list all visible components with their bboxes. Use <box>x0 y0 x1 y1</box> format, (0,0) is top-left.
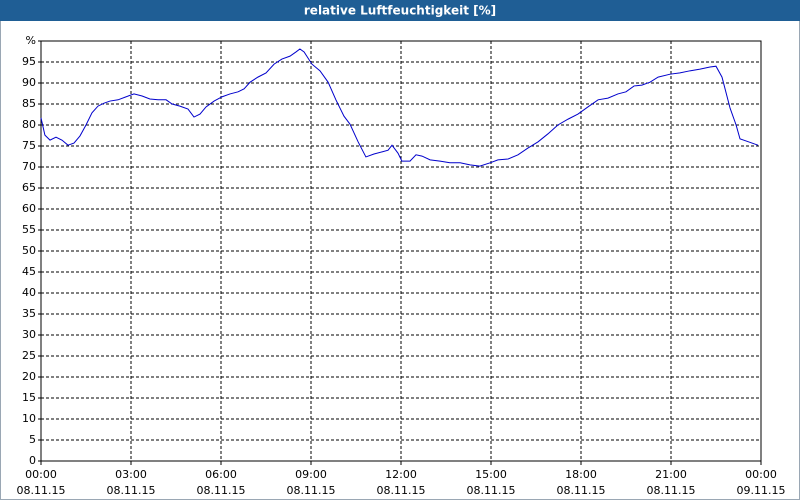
y-tick-label: 80 <box>22 118 36 131</box>
y-tick-label: 60 <box>22 202 36 215</box>
x-tick-label: 15:00 <box>475 468 507 481</box>
x-tick-date: 08.11.15 <box>17 484 66 497</box>
y-tick-label: 45 <box>22 265 36 278</box>
x-tick-date: 08.11.15 <box>467 484 516 497</box>
y-tick-label: % <box>26 34 36 47</box>
y-tick-label: 95 <box>22 55 36 68</box>
x-tick-label: 18:00 <box>565 468 597 481</box>
x-tick-label: 09:00 <box>295 468 327 481</box>
y-tick-label: 55 <box>22 223 36 236</box>
x-tick-label: 00:00 <box>25 468 57 481</box>
y-tick-label: 75 <box>22 139 36 152</box>
y-tick-label: 70 <box>22 160 36 173</box>
x-tick-date: 08.11.15 <box>557 484 606 497</box>
y-tick-label: 30 <box>22 328 36 341</box>
x-tick-date: 08.11.15 <box>647 484 696 497</box>
x-tick-date: 08.11.15 <box>107 484 156 497</box>
y-tick-label: 20 <box>22 370 36 383</box>
x-tick-date: 08.11.15 <box>197 484 246 497</box>
x-tick-label: 21:00 <box>655 468 687 481</box>
x-tick-label: 03:00 <box>115 468 147 481</box>
x-tick-label: 00:00 <box>745 468 777 481</box>
chart-title: relative Luftfeuchtigkeit [%] <box>304 4 496 18</box>
y-tick-label: 65 <box>22 181 36 194</box>
x-tick-date: 08.11.15 <box>287 484 336 497</box>
y-tick-label: 15 <box>22 391 36 404</box>
title-bar <box>0 0 800 21</box>
y-tick-label: 25 <box>22 349 36 362</box>
y-tick-label: 50 <box>22 244 36 257</box>
y-tick-label: 5 <box>29 433 36 446</box>
y-tick-label: 40 <box>22 286 36 299</box>
x-tick-label: 12:00 <box>385 468 417 481</box>
y-tick-label: 0 <box>29 454 36 467</box>
y-tick-label: 10 <box>22 412 36 425</box>
x-tick-date: 09.11.15 <box>737 484 786 497</box>
x-tick-label: 06:00 <box>205 468 237 481</box>
y-tick-label: 90 <box>22 76 36 89</box>
x-tick-date: 08.11.15 <box>377 484 426 497</box>
y-tick-label: 85 <box>22 97 36 110</box>
data-line <box>40 48 759 167</box>
y-tick-label: 35 <box>22 307 36 320</box>
